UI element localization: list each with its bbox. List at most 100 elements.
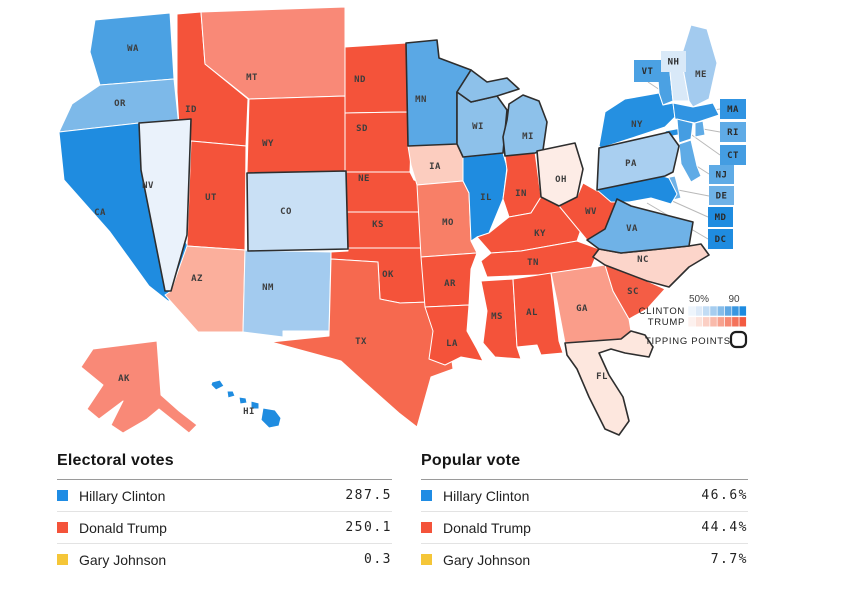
state-CO[interactable] — [246, 170, 349, 252]
candidate-name: Hillary Clinton — [443, 487, 530, 504]
state-TX[interactable] — [270, 258, 462, 428]
callout-RI[interactable] — [720, 122, 746, 142]
callout-VT[interactable] — [634, 60, 661, 82]
state-OH[interactable] — [536, 142, 584, 207]
state-PA[interactable] — [596, 131, 680, 191]
state-label-SD: SD — [356, 124, 368, 134]
legend-scale-cell — [731, 316, 740, 328]
callout-label-DC: DC — [715, 235, 727, 245]
state-label-NY: NY — [631, 120, 643, 130]
candidate-name: Donald Trump — [79, 519, 167, 536]
callout-DE[interactable] — [709, 186, 734, 205]
clinton-swatch — [421, 490, 432, 501]
us-forecast-map: WA OR CA NV ID MT WY UT CO AZ NM ND SD NE KS OK TX MN IA MO… — [58, 6, 748, 436]
state-label-KY: KY — [534, 229, 546, 239]
legend-scale-cell — [709, 305, 718, 317]
state-label-UT: UT — [205, 193, 217, 203]
state-label-LA: LA — [446, 339, 458, 349]
state-LA[interactable] — [424, 304, 484, 366]
callout-NH[interactable] — [661, 51, 686, 72]
legend-scale-cell — [724, 316, 733, 328]
callout-MD[interactable] — [708, 207, 733, 227]
callout-MA[interactable] — [720, 99, 746, 119]
state-label-FL: FL — [596, 372, 608, 382]
state-RI[interactable] — [694, 120, 706, 138]
state-label-AL: AL — [526, 308, 538, 318]
callout-DC[interactable] — [708, 229, 733, 249]
legend-scale-cell — [738, 316, 747, 328]
callout-label-MA: MA — [727, 105, 739, 115]
johnson-swatch — [421, 554, 432, 565]
state-label-IN: IN — [515, 189, 527, 199]
callout-line-CT — [688, 132, 721, 156]
legend-scale-cell — [716, 305, 725, 317]
state-AK[interactable] — [80, 340, 198, 434]
candidate-name: Gary Johnson — [79, 551, 167, 568]
candidate-row: Gary Johnson 0.3 — [57, 544, 392, 575]
candidate-value: 0.3 — [364, 552, 392, 567]
state-label-AR: AR — [444, 279, 456, 289]
legend-scale-cell — [702, 305, 711, 317]
state-label-OK: OK — [382, 270, 394, 280]
state-SD[interactable] — [344, 111, 413, 173]
state-label-PA: PA — [625, 159, 637, 169]
legend-scale-cell — [687, 316, 696, 328]
legend-tipping-label: TIPPING POINTS — [645, 336, 731, 347]
state-label-NE: NE — [358, 174, 370, 184]
candidate-name: Donald Trump — [443, 519, 531, 536]
callout-label-NJ: NJ — [716, 171, 728, 181]
legend-scale-cell — [694, 305, 703, 317]
state-HI[interactable] — [210, 379, 282, 429]
state-label-MS: MS — [491, 312, 503, 322]
state-AL[interactable] — [512, 272, 564, 356]
legend-tick-high: 90 — [728, 294, 740, 305]
state-AR[interactable] — [420, 252, 478, 308]
state-MA[interactable] — [672, 102, 720, 124]
state-label-KS: KS — [372, 220, 384, 230]
state-label-ND: ND — [354, 75, 366, 85]
johnson-swatch — [57, 554, 68, 565]
state-label-NC: NC — [637, 255, 649, 265]
state-label-NM: NM — [262, 283, 274, 293]
state-label-CA: CA — [94, 208, 106, 218]
legend-scale-cell — [694, 316, 703, 328]
state-VA[interactable] — [586, 198, 694, 254]
state-label-MI: MI — [522, 132, 534, 142]
state-label-OR: OR — [114, 99, 126, 109]
popular-vote-table: Popular vote Hillary Clinton 46.6% Donal… — [421, 452, 748, 575]
state-NJ[interactable] — [678, 139, 702, 183]
state-NV[interactable] — [138, 118, 192, 292]
state-ME[interactable] — [680, 24, 718, 108]
legend-row-label-trump: TRUMP — [648, 317, 685, 328]
callout-label-DE: DE — [716, 192, 728, 202]
state-label-HI: HI — [243, 407, 255, 417]
tipping-point-swatch-icon — [729, 330, 748, 349]
electoral-votes-table: Electoral votes Hillary Clinton 287.5 Do… — [57, 452, 392, 575]
state-NM[interactable] — [242, 249, 332, 338]
legend-scale-cell — [731, 305, 740, 317]
candidate-value: 44.4% — [701, 520, 748, 535]
callout-NJ[interactable] — [709, 165, 734, 184]
callout-label-RI: RI — [727, 128, 739, 138]
state-label-WY: WY — [262, 139, 274, 149]
callout-label-CT: CT — [727, 151, 739, 161]
legend-row-label-clinton: CLINTON — [639, 306, 685, 317]
trump-swatch — [421, 522, 432, 533]
candidate-row: Hillary Clinton 46.6% — [421, 480, 748, 512]
state-label-TX: TX — [355, 337, 367, 347]
state-TN[interactable] — [480, 240, 600, 278]
state-WY[interactable] — [246, 95, 347, 174]
state-label-AK: AK — [118, 374, 130, 384]
legend-scale-cell — [738, 305, 747, 317]
electoral-votes-title: Electoral votes — [57, 452, 392, 480]
state-CT[interactable] — [676, 118, 694, 144]
state-FL[interactable] — [564, 330, 654, 436]
state-label-IL: IL — [480, 193, 492, 203]
candidate-row: Gary Johnson 7.7% — [421, 544, 748, 575]
callout-CT[interactable] — [720, 145, 746, 165]
state-label-WA: WA — [127, 44, 139, 54]
legend-scale-cell — [709, 316, 718, 328]
state-label-IA: IA — [429, 162, 441, 172]
state-label-MN: MN — [415, 95, 427, 105]
legend-scale-cell — [687, 305, 696, 317]
